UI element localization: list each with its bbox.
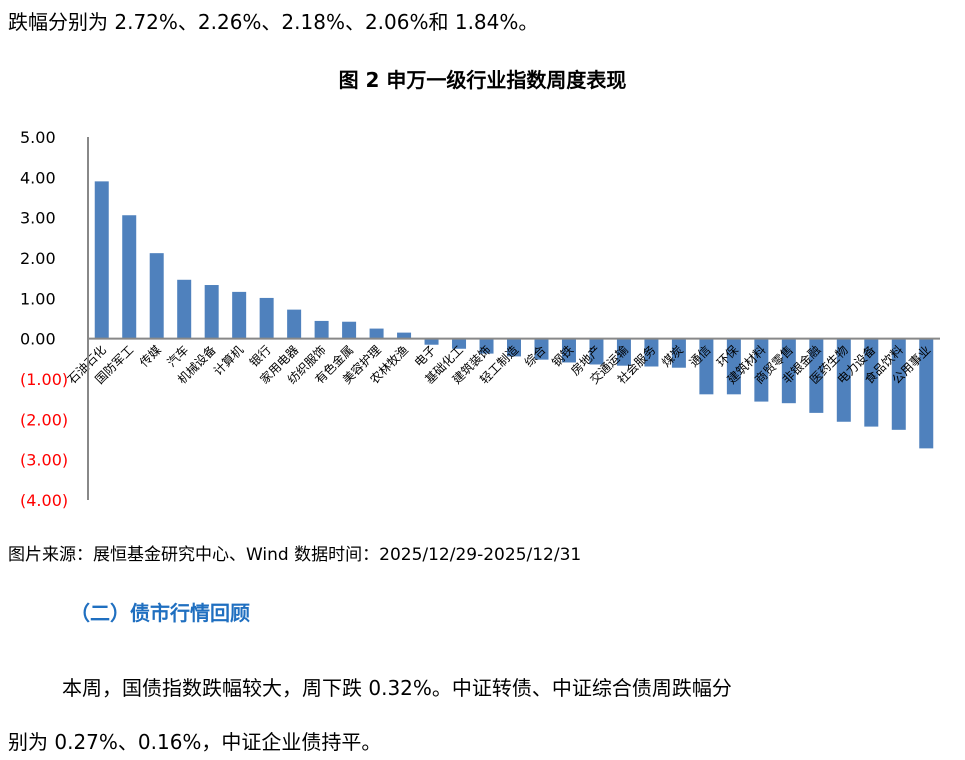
figure-source: 图片来源：展恒基金研究中心、Wind 数据时间：2025/12/29-2025/… [8, 545, 582, 565]
bar [397, 332, 412, 339]
y-tick-label: (3.00) [20, 451, 68, 470]
figure-title: 图 2 申万一级行业指数周度表现 [338, 68, 627, 92]
bar [589, 338, 604, 365]
bar [94, 181, 109, 339]
x-tick-label: 传媒 [136, 342, 164, 370]
bar [891, 338, 906, 430]
y-tick-label: 4.00 [20, 168, 56, 187]
bar [726, 338, 741, 395]
bar [781, 338, 796, 404]
y-tick-label: 0.00 [20, 330, 56, 349]
bar [534, 338, 549, 360]
bar [864, 338, 879, 427]
bar [919, 338, 934, 449]
bar [424, 338, 439, 345]
bar [122, 215, 137, 339]
bar [342, 321, 357, 339]
paragraph-line-2: 别为 0.27%、0.16%，中证企业债持平。 [8, 730, 382, 754]
bar [369, 328, 384, 339]
bar [479, 338, 494, 354]
y-tick-label: 5.00 [20, 128, 56, 147]
y-tick-label: (2.00) [20, 410, 68, 429]
y-tick-label: (4.00) [20, 491, 68, 510]
bar [561, 338, 576, 363]
bar [204, 285, 219, 339]
y-tick-label: 2.00 [20, 249, 56, 268]
bar [452, 338, 467, 349]
intro-text: 跌幅分别为 2.72%、2.26%、2.18%、2.06%和 1.84%。 [8, 10, 539, 34]
bar [507, 338, 521, 357]
bar [809, 338, 824, 413]
bar [699, 338, 714, 395]
bar [232, 291, 247, 339]
x-tick-label: 计算机 [210, 342, 246, 378]
bar [644, 338, 659, 367]
bar [149, 253, 164, 339]
y-tick-label: (1.00) [20, 370, 68, 389]
bar [616, 338, 631, 366]
bar [754, 338, 769, 402]
bar [836, 338, 851, 422]
bar [287, 309, 302, 339]
section-heading: （二）债市行情回顾 [70, 601, 250, 625]
y-tick-label: 3.00 [20, 209, 56, 228]
paragraph-line-1: 本周，国债指数跌幅较大，周下跌 0.32%。中证转债、中证综合债周跌幅分 [62, 676, 732, 700]
bar [314, 320, 329, 339]
bar [177, 279, 192, 339]
industry-bar-chart: 5.00 4.00 3.00 2.00 1.00 0.00 (1.00) (2.00) (3.0… [20, 128, 940, 510]
y-tick-label: 1.00 [20, 289, 56, 308]
bar [671, 338, 686, 368]
bar [259, 297, 274, 339]
